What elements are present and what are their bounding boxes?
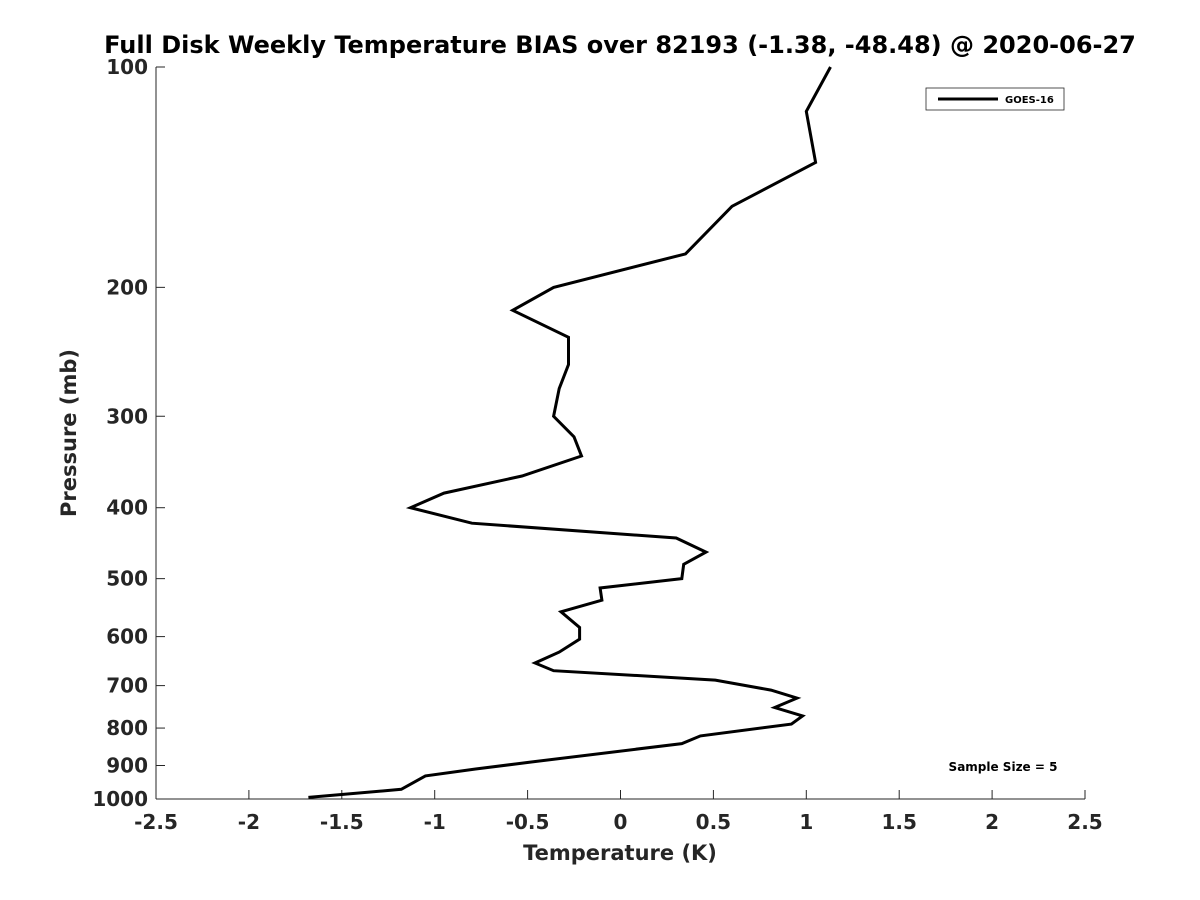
x-tick-label: 0 [614, 810, 628, 834]
x-tick-label: -2.5 [134, 810, 178, 834]
chart-title: Full Disk Weekly Temperature BIAS over 8… [104, 31, 1136, 59]
y-tick-label: 900 [106, 754, 148, 778]
y-tick-label: 1000 [92, 787, 148, 811]
y-tick-label: 800 [106, 716, 148, 740]
x-tick-label: 0.5 [696, 810, 731, 834]
x-tick-label: 2 [985, 810, 999, 834]
x-tick-label: -0.5 [506, 810, 550, 834]
y-axis-label: Pressure (mb) [57, 349, 81, 517]
legend-label-goes-16: GOES-16 [1005, 95, 1054, 106]
y-tick-label: 300 [106, 404, 148, 428]
series-layer [308, 66, 832, 799]
x-tick-label: 2.5 [1067, 810, 1102, 834]
series-line-goes-16 [308, 66, 832, 799]
y-tick-label: 600 [106, 625, 148, 649]
sample-size-annotation: Sample Size = 5 [949, 760, 1058, 774]
x-tick-label: -1 [424, 810, 446, 834]
x-tick-label: -1.5 [320, 810, 364, 834]
y-tick-label: 700 [106, 674, 148, 698]
y-tick-label: 100 [106, 55, 148, 79]
legend: GOES-16 [925, 87, 1065, 111]
y-tick-label: 500 [106, 567, 148, 591]
x-tick-label: 1.5 [881, 810, 916, 834]
y-tick-label: 400 [106, 496, 148, 520]
x-ticks: -2.5 -2 -1.5 -1 -0.5 0 0.5 1 1.5 2 2.5 [134, 790, 1103, 834]
x-axis-label: Temperature (K) [523, 841, 717, 865]
x-tick-label: -2 [238, 810, 260, 834]
plot-area [156, 67, 1085, 799]
y-tick-label: 200 [106, 275, 148, 299]
y-ticks: 100 200 300 400 500 600 700 800 900 1000 [92, 55, 165, 811]
x-tick-label: 1 [799, 810, 813, 834]
